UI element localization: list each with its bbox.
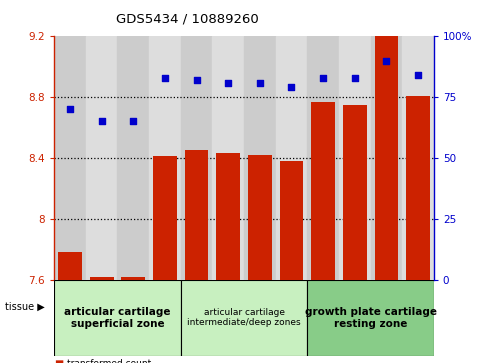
Point: [351, 75, 359, 81]
Bar: [181, 36, 212, 280]
Text: transformed count: transformed count: [67, 359, 151, 363]
Bar: [276, 280, 307, 356]
FancyBboxPatch shape: [54, 280, 181, 356]
Bar: [153, 156, 177, 280]
Bar: [311, 102, 335, 280]
Bar: [58, 252, 82, 280]
Text: tissue ▶: tissue ▶: [5, 302, 45, 312]
Text: growth plate cartilage
resting zone: growth plate cartilage resting zone: [305, 307, 437, 329]
Point: [287, 85, 295, 90]
FancyBboxPatch shape: [181, 280, 307, 356]
Bar: [86, 36, 117, 280]
FancyBboxPatch shape: [307, 280, 434, 356]
Bar: [149, 280, 181, 356]
Bar: [244, 280, 276, 356]
Point: [256, 79, 264, 85]
Point: [129, 119, 137, 125]
Bar: [371, 280, 402, 356]
Bar: [149, 36, 181, 280]
Bar: [54, 280, 86, 356]
Bar: [244, 36, 276, 280]
Bar: [307, 36, 339, 280]
Point: [193, 77, 201, 83]
Bar: [276, 36, 307, 280]
Bar: [371, 36, 402, 280]
Bar: [248, 155, 272, 280]
Bar: [121, 277, 145, 280]
Bar: [375, 36, 398, 280]
Text: articular cartilage
superficial zone: articular cartilage superficial zone: [64, 307, 171, 329]
Point: [224, 79, 232, 85]
Text: GDS5434 / 10889260: GDS5434 / 10889260: [116, 12, 259, 25]
Bar: [181, 280, 212, 356]
Bar: [402, 280, 434, 356]
Bar: [117, 280, 149, 356]
Point: [98, 119, 106, 125]
Point: [383, 58, 390, 64]
Bar: [185, 150, 209, 280]
Bar: [90, 277, 113, 280]
Bar: [402, 36, 434, 280]
Point: [66, 106, 74, 112]
Point: [319, 75, 327, 81]
Bar: [212, 280, 244, 356]
Bar: [212, 36, 244, 280]
Bar: [86, 280, 117, 356]
Text: articular cartilage
intermediate/deep zones: articular cartilage intermediate/deep zo…: [187, 308, 301, 327]
Bar: [343, 105, 367, 280]
Bar: [406, 95, 430, 280]
Bar: [339, 280, 371, 356]
Point: [414, 72, 422, 78]
Bar: [339, 36, 371, 280]
Bar: [307, 280, 339, 356]
Bar: [54, 36, 86, 280]
Text: ■: ■: [54, 359, 64, 363]
Point: [161, 75, 169, 81]
Bar: [280, 161, 303, 280]
Bar: [117, 36, 149, 280]
Bar: [216, 154, 240, 280]
